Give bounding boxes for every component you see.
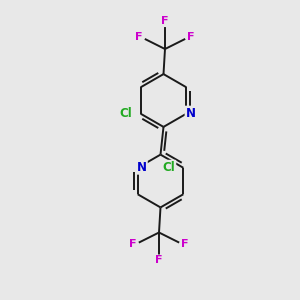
Text: F: F bbox=[135, 32, 142, 42]
Text: N: N bbox=[186, 106, 196, 120]
Text: F: F bbox=[155, 255, 163, 265]
Text: F: F bbox=[188, 32, 195, 42]
Text: F: F bbox=[161, 16, 169, 26]
Text: Cl: Cl bbox=[120, 106, 133, 120]
Text: F: F bbox=[182, 239, 189, 249]
Text: N: N bbox=[137, 161, 147, 174]
Text: Cl: Cl bbox=[163, 161, 175, 174]
Text: F: F bbox=[129, 239, 136, 249]
